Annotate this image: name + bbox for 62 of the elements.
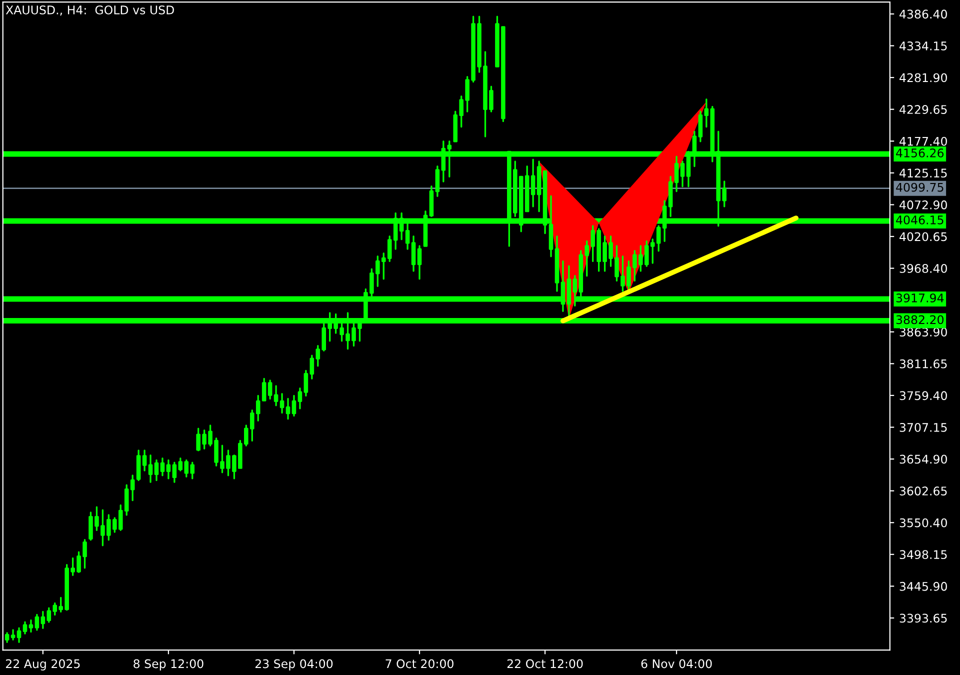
candlestick bbox=[154, 459, 159, 482]
candlestick bbox=[280, 393, 284, 414]
candlestick bbox=[22, 621, 28, 634]
chart-title: XAUUSD., H4: GOLD vs USD bbox=[6, 5, 174, 16]
candlestick bbox=[680, 160, 685, 188]
candlestick bbox=[28, 619, 34, 633]
candlestick bbox=[286, 398, 290, 420]
ref-line-label: 4099.75 bbox=[896, 182, 944, 192]
candlestick bbox=[166, 459, 171, 480]
candlestick bbox=[172, 462, 177, 483]
candlestick bbox=[160, 458, 165, 476]
y-tick-label: 3707.15 bbox=[900, 422, 947, 432]
y-tick-label: 3811.65 bbox=[900, 359, 947, 368]
candlestick bbox=[34, 614, 40, 631]
candlestick bbox=[417, 245, 422, 280]
y-tick-label: 3393.65 bbox=[900, 614, 947, 623]
candlestick bbox=[292, 394, 296, 417]
x-tick-label: 7 Oct 20:00 bbox=[386, 659, 454, 668]
candlestick bbox=[435, 165, 440, 197]
y-tick-label: 4020.65 bbox=[900, 232, 947, 242]
candlestick bbox=[10, 629, 16, 641]
x-tick-label: 6 Nov 04:00 bbox=[641, 659, 712, 668]
candlestick bbox=[16, 627, 22, 643]
candlestick bbox=[4, 632, 10, 643]
ref-line-label: 3917.94 bbox=[896, 293, 944, 302]
ref-line-label: 4046.15 bbox=[896, 215, 944, 224]
y-tick-label: 4386.40 bbox=[900, 10, 947, 19]
x-tick-label: 23 Sep 04:00 bbox=[255, 659, 333, 670]
candlestick bbox=[268, 380, 272, 400]
y-tick-label: 4072.90 bbox=[900, 200, 947, 210]
candlestick bbox=[554, 235, 560, 292]
ref-line-label: 3882.20 bbox=[896, 315, 944, 324]
candlestick bbox=[674, 156, 679, 192]
candlestick bbox=[274, 385, 278, 406]
x-tick-label: 22 Aug 2025 bbox=[6, 659, 80, 670]
y-tick-label: 4334.15 bbox=[900, 41, 947, 50]
candlestick bbox=[142, 450, 147, 472]
y-tick-label: 4281.90 bbox=[900, 73, 947, 82]
candlestick bbox=[411, 235, 416, 272]
ref-line-label: 4156.26 bbox=[896, 148, 944, 158]
y-tick-label: 3498.15 bbox=[900, 550, 947, 560]
x-tick-label: 8 Sep 12:00 bbox=[134, 659, 204, 670]
y-tick-label: 3550.40 bbox=[900, 518, 947, 528]
candlestick bbox=[262, 378, 266, 402]
y-tick-label: 3863.90 bbox=[900, 328, 947, 337]
y-tick-label: 3759.40 bbox=[900, 391, 947, 400]
candlestick bbox=[304, 370, 308, 397]
candlestick bbox=[148, 454, 153, 483]
x-tick-label: 22 Oct 12:00 bbox=[507, 659, 583, 668]
candlestick bbox=[136, 450, 141, 482]
y-tick-label: 4177.40 bbox=[900, 136, 947, 146]
candlestick bbox=[298, 388, 302, 410]
y-tick-label: 3445.90 bbox=[900, 582, 947, 591]
candlestick bbox=[530, 158, 536, 208]
candlestick bbox=[40, 610, 46, 629]
candlestick bbox=[536, 160, 542, 212]
y-tick-label: 4125.15 bbox=[900, 168, 947, 178]
y-tick-label: 3968.40 bbox=[900, 264, 947, 273]
y-tick-label: 4229.65 bbox=[900, 105, 947, 114]
candlestick bbox=[698, 110, 703, 142]
y-tick-label: 3602.65 bbox=[900, 486, 947, 496]
y-tick-label: 3654.90 bbox=[900, 454, 947, 464]
